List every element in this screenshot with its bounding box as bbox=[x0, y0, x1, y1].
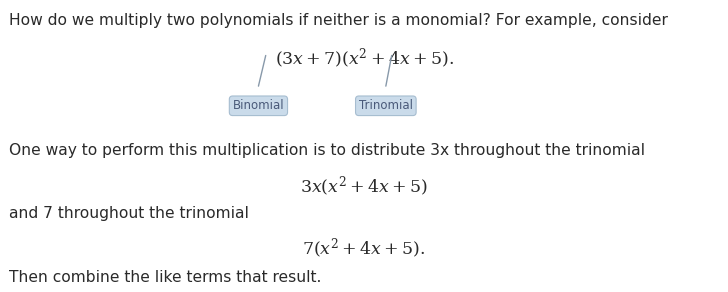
Text: and 7 throughout the trinomial: and 7 throughout the trinomial bbox=[9, 206, 249, 221]
Text: $3x(x^2 + 4x + 5)$: $3x(x^2 + 4x + 5)$ bbox=[300, 175, 428, 199]
Text: Binomial: Binomial bbox=[233, 99, 284, 112]
Text: How do we multiply two polynomials if neither is a monomial? For example, consid: How do we multiply two polynomials if ne… bbox=[9, 13, 668, 28]
Text: Trinomial: Trinomial bbox=[359, 99, 413, 112]
Text: $7(x^2 + 4x + 5).$: $7(x^2 + 4x + 5).$ bbox=[302, 237, 426, 261]
Text: Then combine the like terms that result.: Then combine the like terms that result. bbox=[9, 270, 322, 285]
Text: $(3x + 7)(x^2 + 4x + 5).$: $(3x + 7)(x^2 + 4x + 5).$ bbox=[274, 47, 454, 71]
Text: One way to perform this multiplication is to distribute 3x throughout the trinom: One way to perform this multiplication i… bbox=[9, 143, 646, 158]
